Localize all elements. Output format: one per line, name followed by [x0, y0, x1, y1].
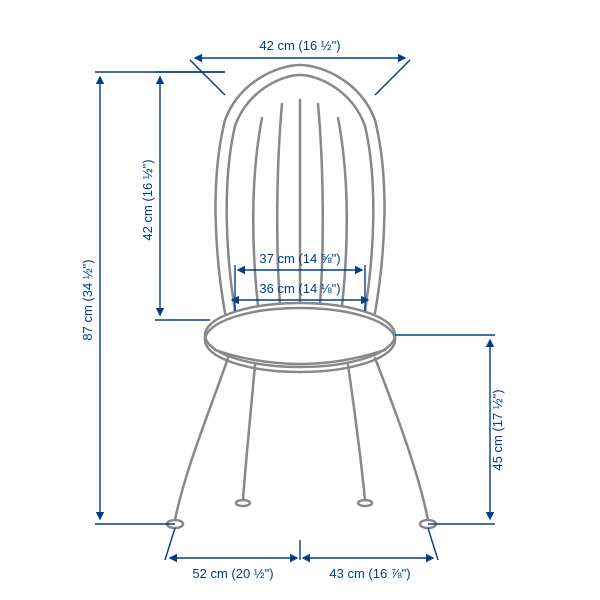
dim-width-top: 42 cm (16 ½")	[259, 38, 340, 53]
dim-seat-width: 36 cm (14 ⅛")	[259, 281, 340, 296]
dim-seat-back: 37 cm (14 ⅝")	[259, 251, 340, 266]
dimension-labels: 42 cm (16 ½") 87 cm (34 ½") 42 cm (16 ½"…	[80, 38, 505, 581]
dim-total-height: 87 cm (34 ½")	[80, 259, 95, 340]
dim-depth: 52 cm (20 ½")	[192, 566, 273, 581]
dim-back-height: 42 cm (16 ½")	[140, 159, 155, 240]
chair-dimension-diagram: 42 cm (16 ½") 87 cm (34 ½") 42 cm (16 ½"…	[0, 0, 600, 600]
chair-outline	[167, 65, 436, 528]
dim-base-width: 43 cm (16 ⅞")	[329, 566, 410, 581]
dim-seat-height: 45 cm (17 ½")	[490, 389, 505, 470]
